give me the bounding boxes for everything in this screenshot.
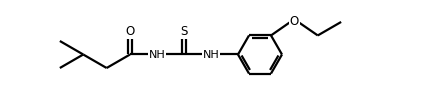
Text: O: O [290,15,299,28]
Text: S: S [180,25,188,38]
Text: NH: NH [148,50,165,60]
Text: O: O [125,25,135,38]
Text: NH: NH [203,50,220,60]
